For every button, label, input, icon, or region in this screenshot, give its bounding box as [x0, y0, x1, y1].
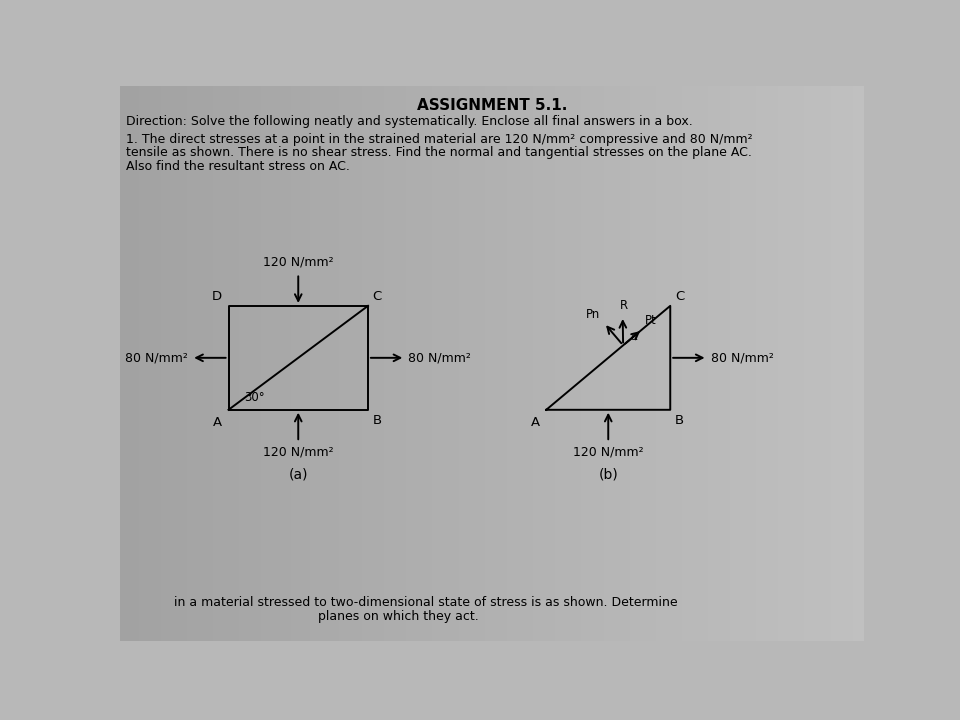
Text: ASSIGNMENT 5.1.: ASSIGNMENT 5.1.	[417, 98, 567, 113]
Text: 120 N/mm²: 120 N/mm²	[263, 256, 333, 269]
Text: 30°: 30°	[244, 392, 265, 405]
Text: C: C	[675, 289, 684, 303]
Text: 80 N/mm²: 80 N/mm²	[408, 351, 471, 364]
Text: 80 N/mm²: 80 N/mm²	[126, 351, 188, 364]
Text: A: A	[531, 416, 540, 429]
Text: B: B	[372, 415, 382, 428]
Text: Also find the resultant stress on AC.: Also find the resultant stress on AC.	[126, 161, 350, 174]
Text: A: A	[213, 416, 223, 429]
Text: Pn: Pn	[586, 307, 600, 320]
Text: in a material stressed to two-dimensional state of stress is as shown. Determine: in a material stressed to two-dimensiona…	[126, 596, 678, 609]
Text: 80 N/mm²: 80 N/mm²	[710, 351, 774, 364]
Text: 120 N/mm²: 120 N/mm²	[263, 445, 333, 458]
Text: Pt: Pt	[645, 314, 657, 327]
Text: C: C	[372, 289, 382, 303]
Text: R: R	[619, 300, 628, 312]
Text: (b): (b)	[598, 467, 618, 482]
Text: α: α	[631, 331, 638, 341]
Text: Direction: Solve the following neatly and systematically. Enclose all final answ: Direction: Solve the following neatly an…	[126, 115, 693, 128]
Text: B: B	[675, 415, 684, 428]
Text: (a): (a)	[289, 467, 308, 482]
Text: 1. The direct stresses at a point in the strained material are 120 N/mm² compres: 1. The direct stresses at a point in the…	[126, 132, 753, 145]
Text: 120 N/mm²: 120 N/mm²	[573, 445, 643, 458]
Text: tensile as shown. There is no shear stress. Find the normal and tangential stres: tensile as shown. There is no shear stre…	[126, 146, 752, 159]
Text: planes on which they act.: planes on which they act.	[126, 610, 479, 623]
Text: D: D	[212, 289, 223, 303]
